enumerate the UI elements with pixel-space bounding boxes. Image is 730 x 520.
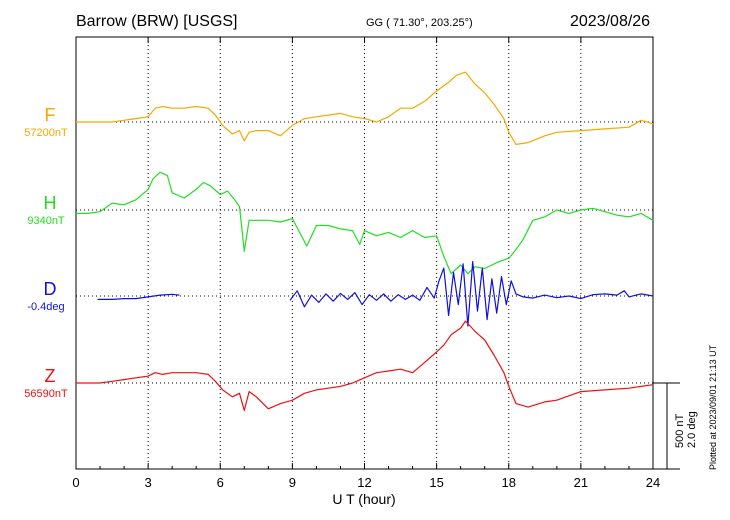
coordinates-label: GG ( 71.30°, 203.25°) <box>366 17 473 29</box>
series-baseline-z: 56590nT <box>24 388 68 400</box>
x-tick-label: 0 <box>72 475 79 490</box>
trace-d-0 <box>97 293 180 300</box>
trace-z-0 <box>76 320 654 412</box>
series-baseline-d: -0.4deg <box>27 301 64 313</box>
trace-h-0 <box>76 171 654 275</box>
series-name-h: H <box>44 193 57 213</box>
x-tick-label: 3 <box>145 475 152 490</box>
trace-f-0 <box>76 71 654 145</box>
x-axis-ticks: 0 3 6 9 12 15 18 21 24 <box>72 37 660 490</box>
scale-label-nt: 500 nT <box>674 413 686 448</box>
series-baseline-f: 57200nT <box>24 127 68 139</box>
series-traces <box>76 71 654 412</box>
x-axis-label: U T (hour) <box>332 491 395 507</box>
x-tick-label: 6 <box>217 475 224 490</box>
x-tick-label: 12 <box>357 475 371 490</box>
series-name-z: Z <box>45 366 56 386</box>
grid-lines <box>147 37 582 469</box>
x-tick-label: 9 <box>289 475 296 490</box>
date-label: 2023/08/26 <box>570 13 650 30</box>
plotted-timestamp: Plotted at 2023/09/01 21:13 UT <box>708 344 718 470</box>
trace-d-1 <box>289 261 654 327</box>
x-tick-label: 18 <box>502 475 516 490</box>
scale-bar <box>653 382 680 470</box>
x-tick-label: 15 <box>429 475 443 490</box>
series-name-f: F <box>45 105 56 125</box>
scale-label-deg: 2.0 deg <box>686 411 698 448</box>
series-name-d: D <box>44 279 57 299</box>
station-title: Barrow (BRW) [USGS] <box>76 13 238 30</box>
x-tick-label: 24 <box>646 475 660 490</box>
series-baseline-h: 9340nT <box>27 215 65 227</box>
series-labels: F 57200nT H 9340nT D -0.4deg Z 56590nT <box>24 105 68 400</box>
x-tick-label: 21 <box>574 475 588 490</box>
